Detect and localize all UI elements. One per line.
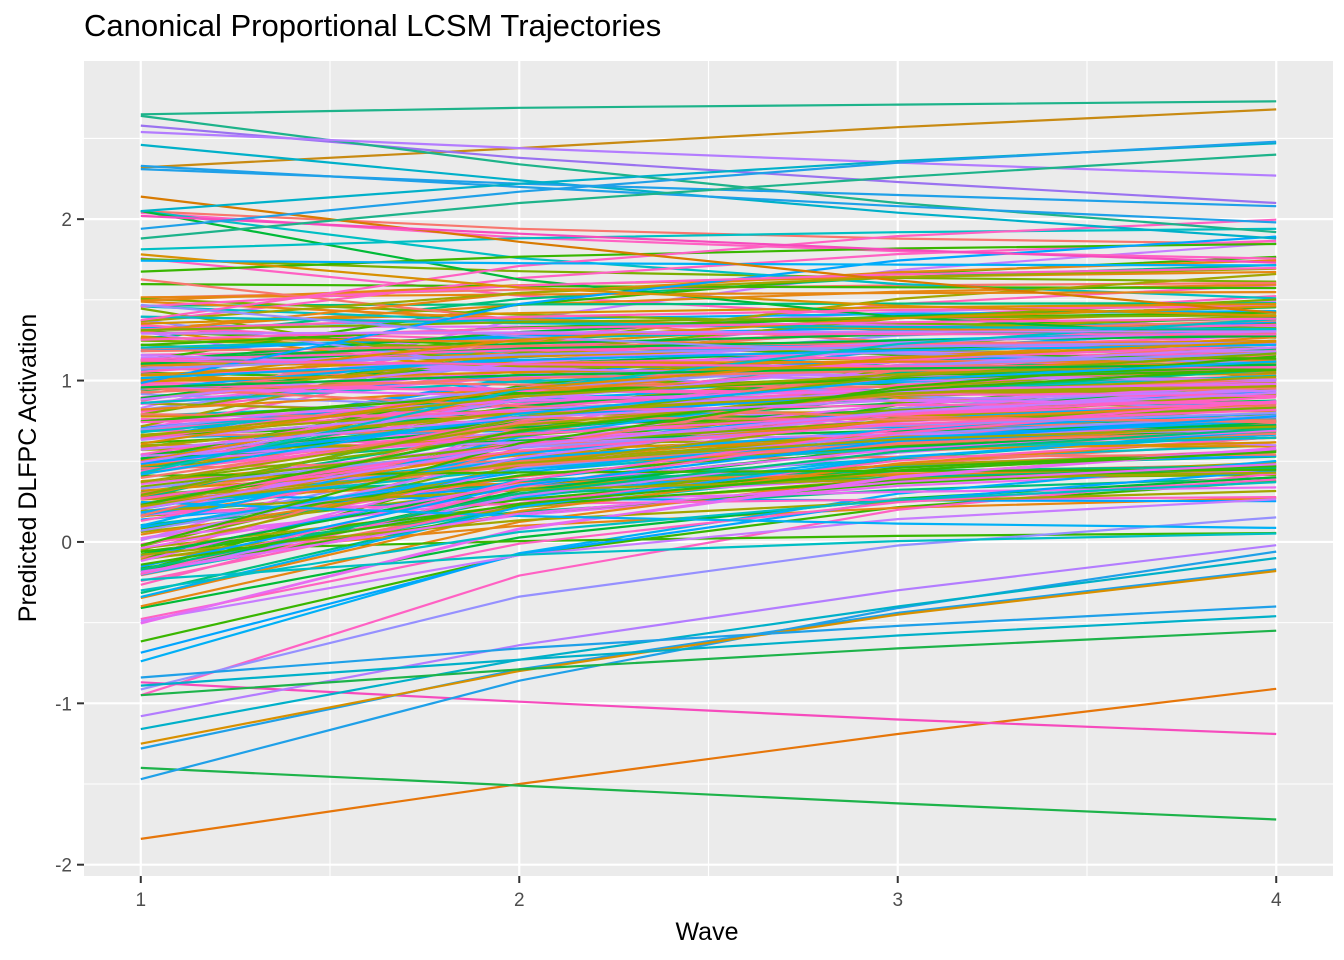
series-line [140,303,1277,365]
series-line [140,531,1277,552]
series-line [140,359,1277,367]
series-line [140,400,1277,575]
y-tick-label: 1 [61,372,72,393]
series-line [140,235,1277,385]
series-line [140,766,1277,821]
series-line [140,489,1277,556]
chart-title: Canonical Proportional LCSM Trajectories [84,8,662,43]
series-line [140,302,1277,307]
series-line [140,382,1277,423]
series-line [140,500,1277,529]
series-line [140,381,1277,448]
series-line [140,557,1277,731]
series-line [140,340,1277,445]
series-line [140,687,1277,840]
series-line [140,415,1277,568]
series-line [140,303,1277,325]
series-line [140,130,1277,177]
series-line [140,469,1277,654]
x-tick-label: 3 [892,890,903,911]
series-line [140,615,1277,687]
y-axis: -2 -1 0 1 2 [55,210,84,877]
series-line [140,305,1277,381]
series-line [140,330,1277,335]
series-line [140,360,1277,476]
x-tick-label: 2 [514,890,525,911]
series-line [140,389,1277,451]
series-line [140,550,1277,781]
x-axis-title: Wave [676,918,739,946]
y-axis-title: Predicted DLFPC Activation [14,314,42,622]
series-line [140,532,1277,581]
series-line [140,283,1277,290]
series-line [140,314,1277,332]
series-line [140,544,1277,718]
series-line [140,568,1277,750]
series-line [140,481,1277,592]
y-tick-label: 0 [61,533,72,554]
x-axis: 1 2 3 4 [135,876,1282,911]
series-line [140,210,1277,300]
series-line [140,476,1277,610]
series-line [140,267,1277,323]
series-line [140,427,1277,571]
series-line [140,218,1277,322]
series-line [140,391,1277,510]
series-line [140,108,1277,169]
series-line [140,100,1277,116]
series-line [140,463,1277,573]
x-tick-label: 1 [135,890,146,911]
series-line [140,214,1277,264]
series-line [140,242,1277,273]
series-line [140,227,1277,251]
series-line [140,195,1277,314]
y-tick-label: -1 [55,694,72,715]
series-line [140,629,1277,697]
series-line [140,153,1277,240]
y-tick-label: 2 [61,210,72,231]
y-tick-label: -2 [55,856,72,877]
series-line [140,140,1277,230]
series-line [140,498,1277,622]
series-line [140,253,1277,317]
series-line [140,408,1277,500]
series-line [140,406,1277,488]
series-line [140,305,1277,331]
series-line [140,681,1277,736]
series-line [140,450,1277,566]
series-line [140,605,1277,679]
series-line [140,363,1277,389]
series-lines [140,100,1277,840]
series-line [140,569,1277,745]
series-line [140,124,1277,205]
series-line [140,266,1277,308]
series-line [140,516,1277,691]
series-line [140,343,1277,380]
series-line [140,366,1277,506]
series-line [140,479,1277,643]
series-line [140,259,1277,267]
series-line [140,311,1277,347]
series-line [140,425,1277,507]
x-tick-label: 4 [1271,890,1282,911]
